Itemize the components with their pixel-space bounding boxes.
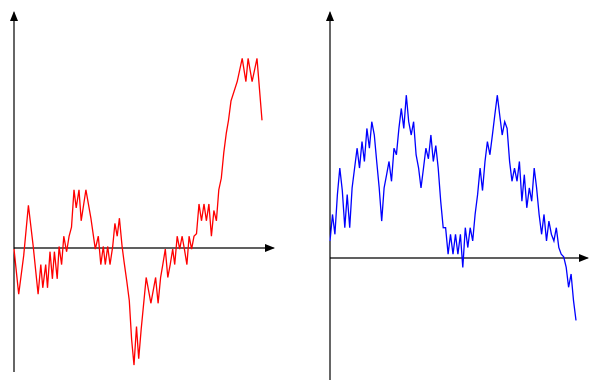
left-chart [10,11,275,372]
right-chart [326,11,589,380]
left-series-line [13,58,263,366]
right-series-line [329,95,577,321]
